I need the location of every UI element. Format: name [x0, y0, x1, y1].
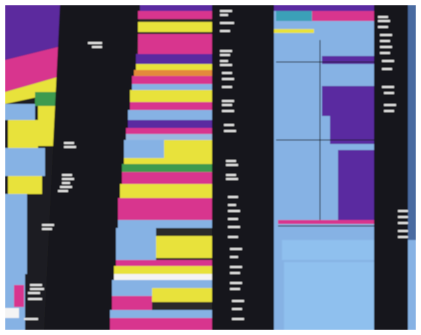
middle-color-column	[110, 5, 212, 330]
right-label-strip	[374, 5, 408, 330]
far-right-edge-lower	[408, 240, 416, 330]
right-label-marks	[378, 16, 410, 238]
middle-label-marks	[220, 10, 244, 320]
left-label-marks	[24, 42, 102, 320]
far-right-edge	[408, 5, 416, 330]
middle-label-strip	[212, 5, 274, 330]
right-color-column	[274, 5, 374, 330]
